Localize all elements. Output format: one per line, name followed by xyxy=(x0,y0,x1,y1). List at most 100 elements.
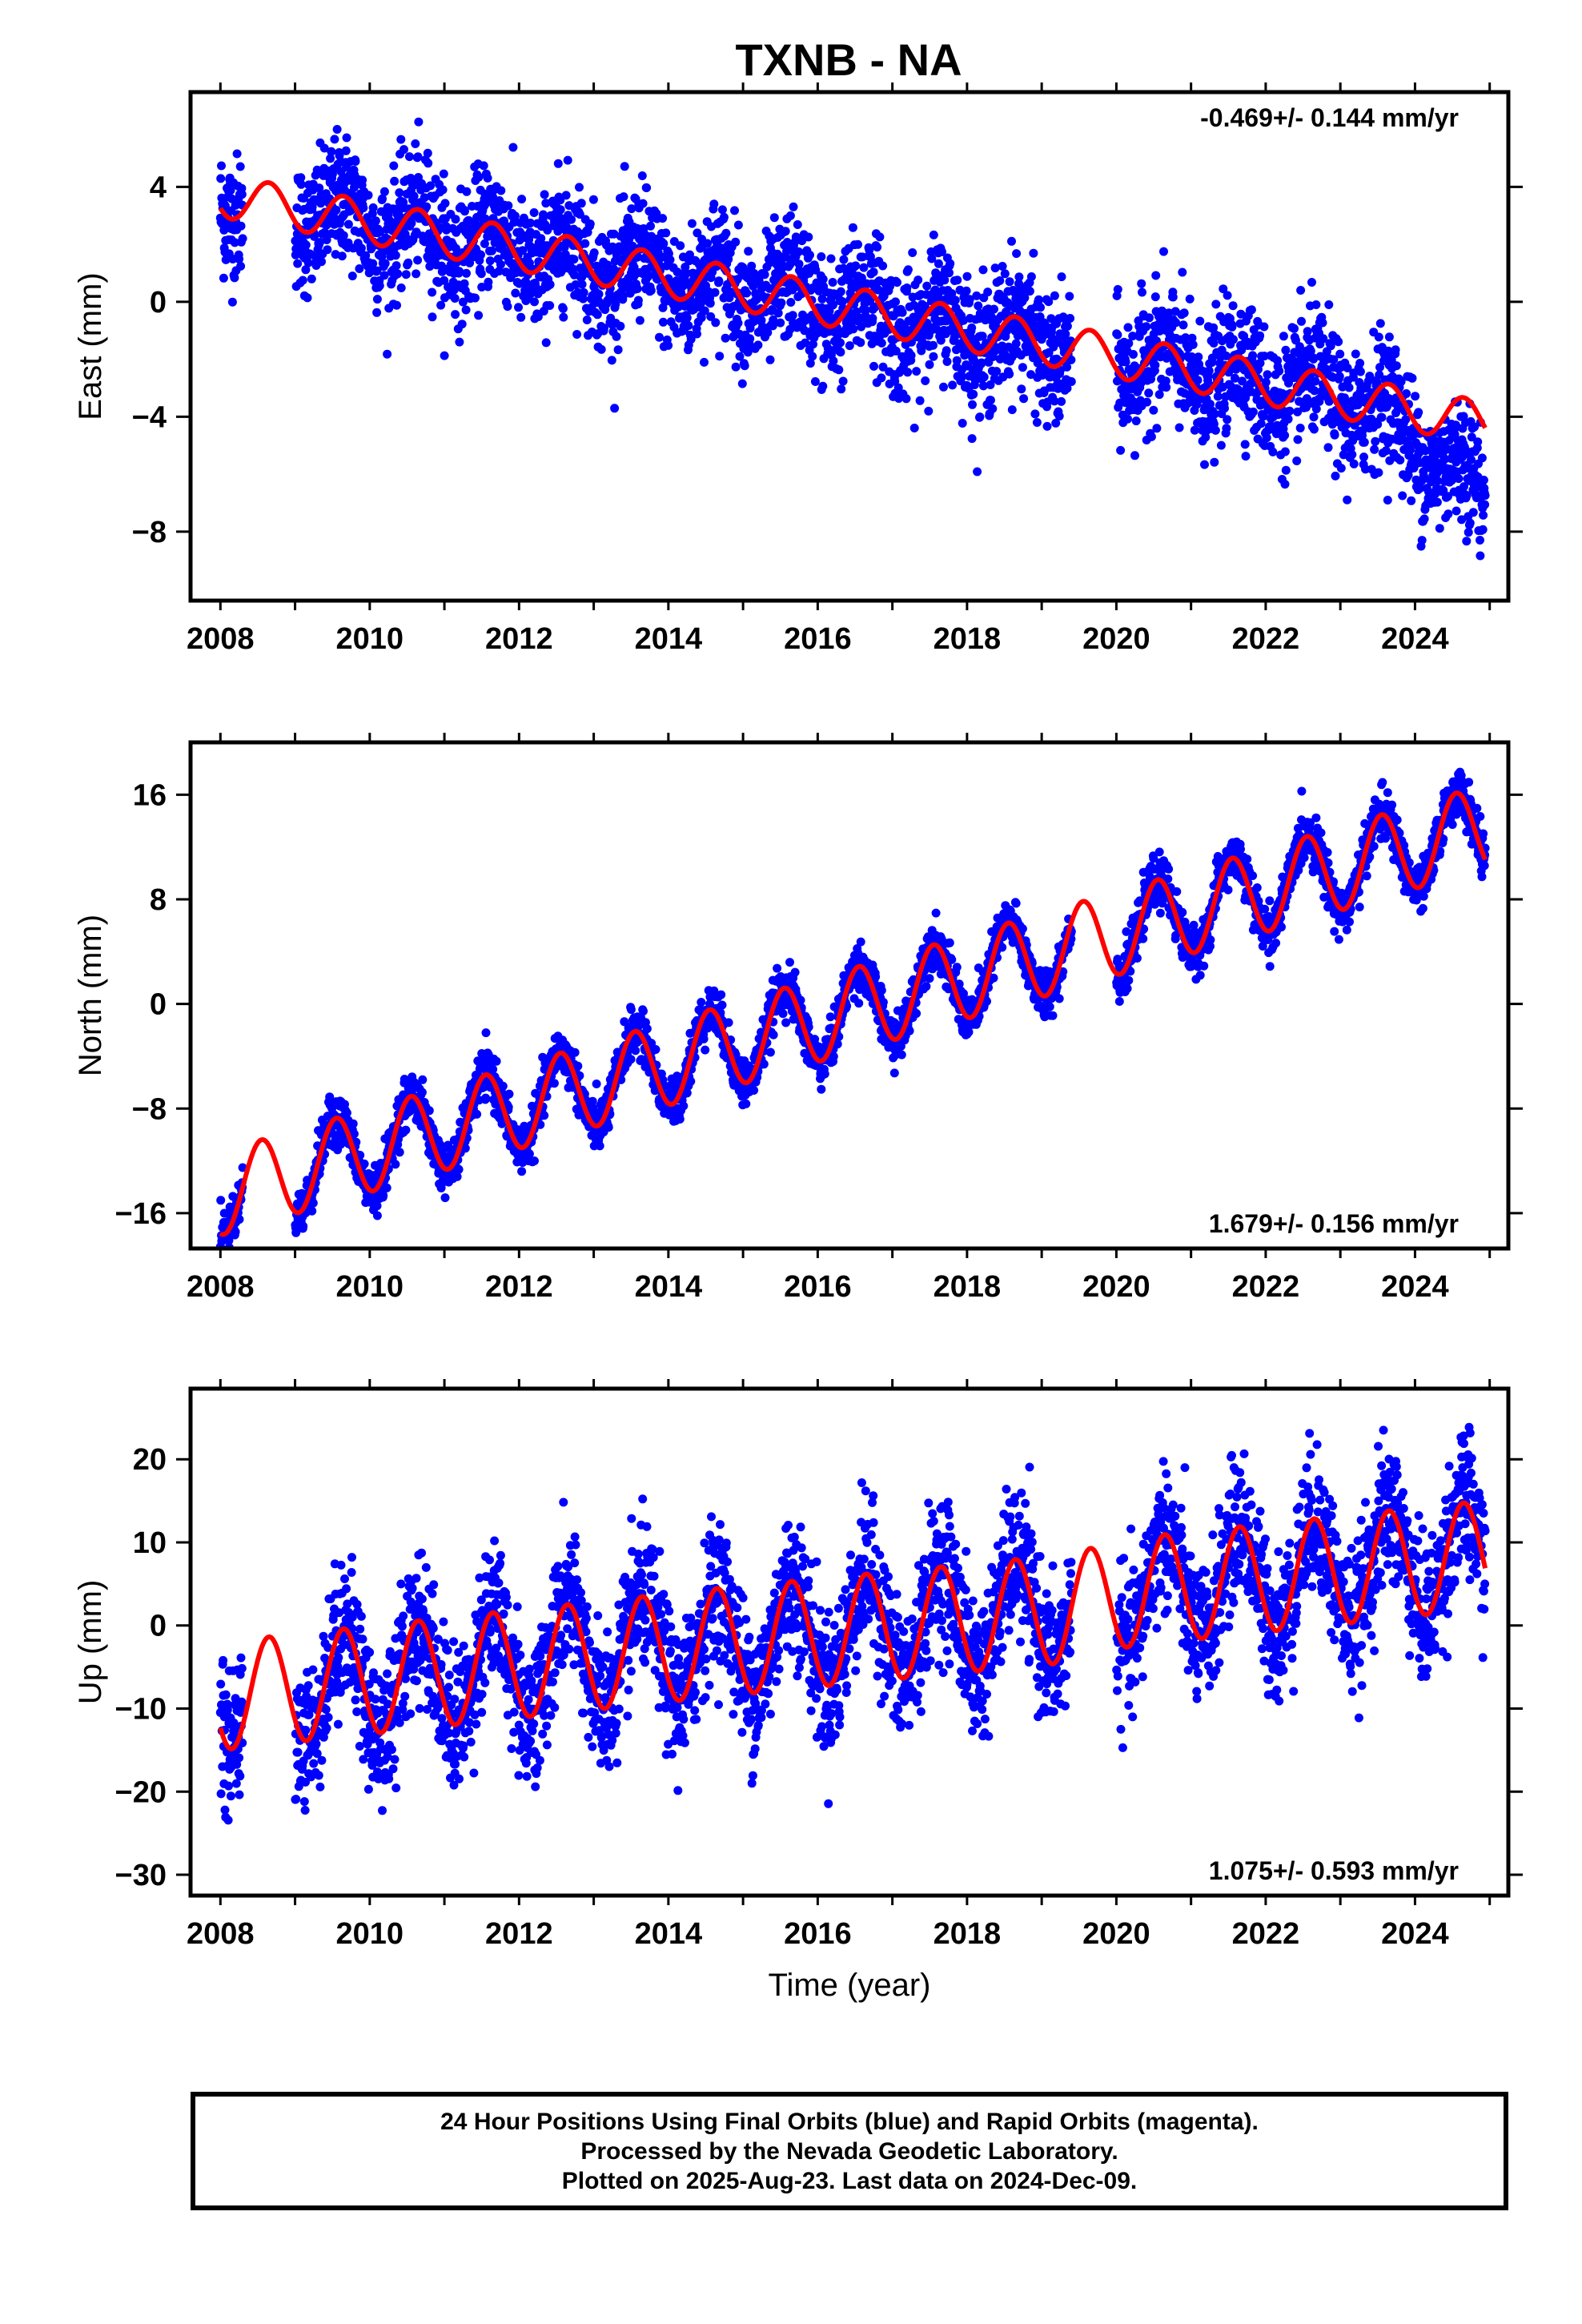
data-point xyxy=(642,183,652,192)
data-point xyxy=(891,297,900,307)
data-point xyxy=(1468,508,1478,517)
data-point xyxy=(1188,340,1198,349)
data-point xyxy=(1323,443,1333,452)
data-point xyxy=(510,211,520,221)
data-point xyxy=(368,203,378,212)
data-point xyxy=(686,335,696,344)
data-point xyxy=(390,176,400,186)
data-point xyxy=(1113,330,1122,340)
x-tick-label: 2022 xyxy=(1232,622,1300,656)
data-point xyxy=(893,278,901,287)
data-point xyxy=(721,228,731,238)
data-point xyxy=(358,175,367,185)
data-point xyxy=(422,202,432,211)
data-point xyxy=(561,191,571,200)
data-point xyxy=(1149,405,1158,415)
data-point xyxy=(1384,332,1394,342)
data-point xyxy=(760,270,769,279)
data-point xyxy=(731,362,741,372)
data-point xyxy=(829,300,837,310)
data-point xyxy=(1051,418,1061,428)
data-point xyxy=(531,280,540,290)
data-point xyxy=(990,304,998,314)
data-point xyxy=(337,251,347,261)
data-point xyxy=(921,376,930,385)
data-point xyxy=(810,377,820,386)
data-point xyxy=(1123,323,1133,332)
data-point xyxy=(517,195,527,204)
data-point xyxy=(1336,464,1346,473)
data-point xyxy=(230,238,239,247)
data-point xyxy=(455,267,464,276)
data-point xyxy=(700,306,709,316)
data-point xyxy=(626,1055,636,1064)
data-point xyxy=(558,304,568,313)
data-point xyxy=(372,308,382,317)
data-point xyxy=(396,135,406,144)
data-point xyxy=(1443,509,1453,519)
data-point xyxy=(632,284,642,293)
data-point xyxy=(1179,308,1189,318)
data-point xyxy=(326,154,335,163)
data-point xyxy=(417,1088,427,1097)
data-point xyxy=(955,285,965,295)
data-point xyxy=(487,246,496,255)
data-point xyxy=(293,259,303,268)
data-point xyxy=(296,173,306,183)
data-point xyxy=(1432,497,1442,507)
data-point xyxy=(805,359,815,368)
data-point xyxy=(322,235,331,244)
data-point xyxy=(379,1191,388,1200)
data-point xyxy=(1279,332,1288,341)
data-point xyxy=(476,250,485,259)
data-point xyxy=(967,434,977,444)
data-point xyxy=(1411,392,1420,401)
data-point xyxy=(235,162,245,171)
data-point xyxy=(877,338,886,348)
data-point xyxy=(327,147,336,156)
data-point xyxy=(1229,335,1238,344)
data-point xyxy=(616,321,625,331)
data-point xyxy=(461,305,471,315)
data-point xyxy=(1062,362,1072,372)
data-point xyxy=(440,275,449,285)
data-point xyxy=(1283,414,1293,424)
data-point xyxy=(1334,337,1343,347)
data-point xyxy=(1057,396,1066,406)
data-point xyxy=(332,125,342,134)
data-point xyxy=(950,296,960,305)
data-point xyxy=(794,259,804,269)
data-point xyxy=(700,357,709,367)
data-point xyxy=(925,360,934,369)
data-point xyxy=(972,291,982,300)
data-point xyxy=(1374,332,1383,342)
data-point xyxy=(765,258,775,267)
data-point xyxy=(1195,316,1205,326)
data-point xyxy=(873,243,882,252)
data-point xyxy=(563,155,572,165)
data-point xyxy=(379,271,389,280)
data-point xyxy=(1292,456,1302,465)
data-point xyxy=(1152,424,1162,433)
data-point xyxy=(983,287,993,297)
data-point xyxy=(356,243,366,253)
data-point xyxy=(1168,292,1178,302)
data-point xyxy=(1121,357,1130,367)
chart-panel-1: 2008 2010 2012 2014 2016 2018 2020 2022 202440−4… xyxy=(73,82,1523,656)
data-point xyxy=(460,207,469,216)
data-point xyxy=(958,372,967,381)
data-point xyxy=(296,179,306,189)
data-point xyxy=(631,1046,640,1055)
data-point xyxy=(530,297,539,307)
data-point xyxy=(1281,345,1291,355)
data-point xyxy=(1309,424,1319,434)
data-point xyxy=(1395,456,1405,464)
data-point xyxy=(359,203,368,213)
data-point xyxy=(1324,300,1334,309)
data-point xyxy=(600,324,608,333)
data-point xyxy=(837,297,847,307)
data-point xyxy=(1375,319,1385,328)
data-point xyxy=(1130,451,1139,460)
data-point xyxy=(347,271,357,281)
data-point xyxy=(697,998,706,1007)
